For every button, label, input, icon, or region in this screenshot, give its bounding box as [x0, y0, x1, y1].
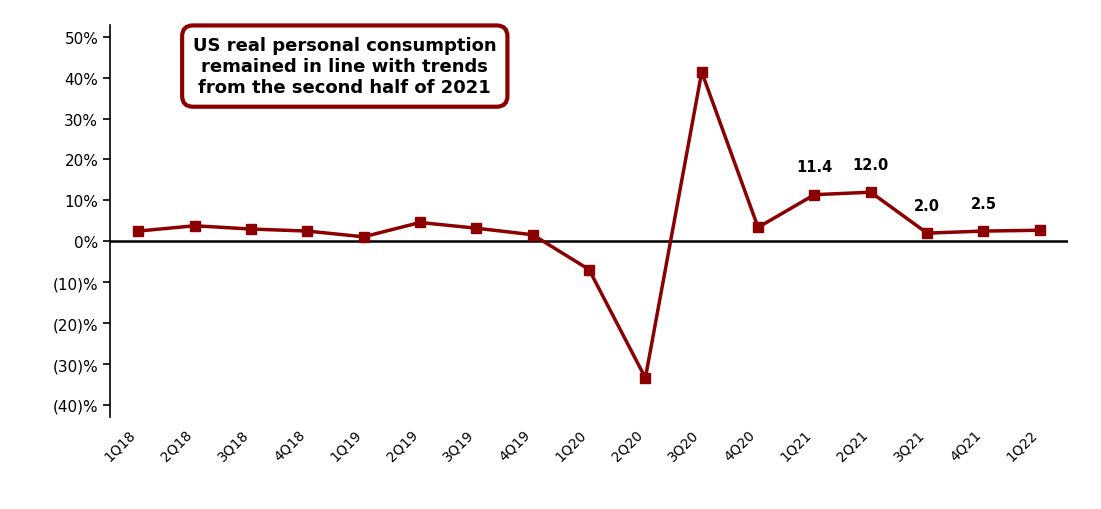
- Text: US real personal consumption
remained in line with trends
from the second half o: US real personal consumption remained in…: [193, 37, 497, 97]
- Text: 11.4: 11.4: [796, 160, 832, 175]
- Text: 2.5: 2.5: [970, 196, 996, 211]
- Text: 2.0: 2.0: [914, 199, 940, 213]
- Text: 12.0: 12.0: [852, 157, 889, 173]
